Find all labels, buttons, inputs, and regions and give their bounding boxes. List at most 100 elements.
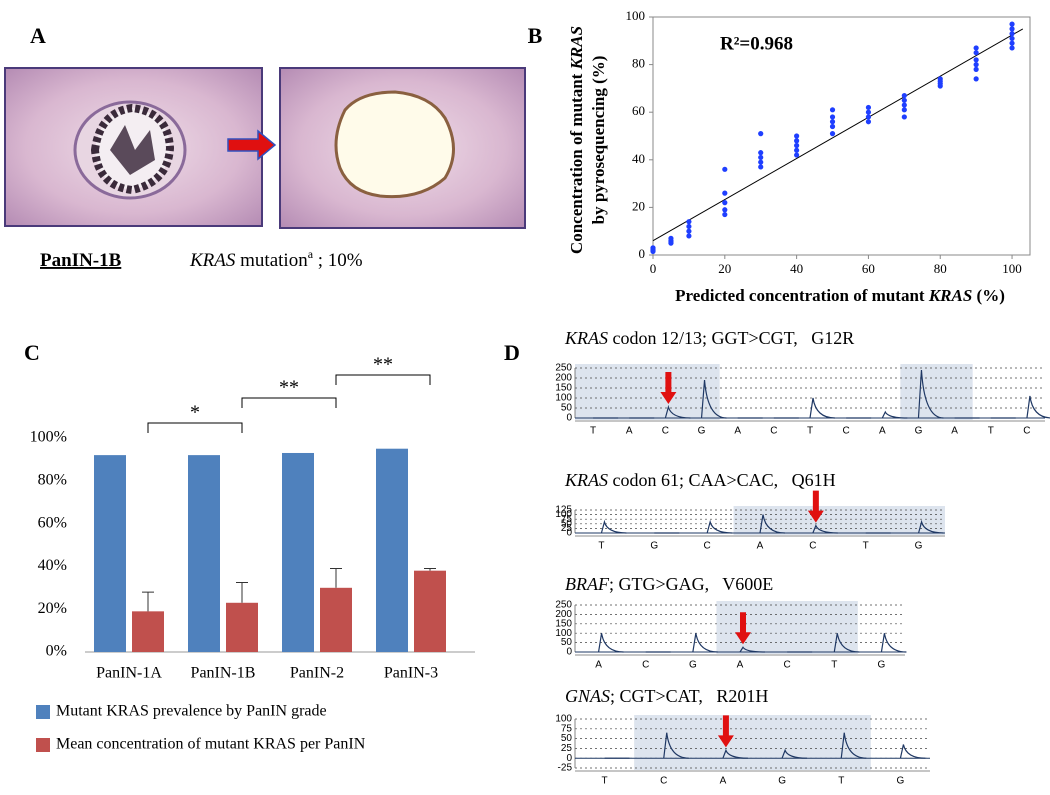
base-label: C: [770, 426, 777, 437]
base-label: T: [598, 541, 604, 552]
point: [758, 150, 764, 156]
gene: KRAS: [564, 328, 608, 348]
base-label: T: [838, 776, 844, 787]
significance-bracket: [147, 422, 243, 433]
peak: [722, 748, 748, 759]
caption: PanIN-1B: [40, 250, 122, 271]
y-tick-label: 40%: [38, 557, 67, 574]
base-label: G: [878, 660, 886, 671]
panel-label: B: [528, 23, 543, 48]
point: [1009, 26, 1015, 32]
y-tick-label: 75: [561, 514, 573, 525]
gene: BRAF: [565, 574, 610, 594]
base-label: T: [807, 426, 813, 437]
fit-line: [652, 28, 1024, 242]
base-label: C: [809, 541, 816, 552]
x-tick-label: 100: [1002, 261, 1022, 276]
x-tick-label: PanIN-1B: [191, 665, 256, 682]
point: [1009, 31, 1015, 37]
peak: [812, 524, 838, 534]
pyrogram-title: BRAF; GTG>GAG, V600E: [565, 574, 773, 594]
y-tick-label: 100: [555, 393, 572, 404]
bar: [188, 455, 220, 652]
panel-label: C: [24, 340, 40, 365]
peak: [881, 410, 908, 419]
bar: [376, 448, 408, 652]
y-tick-label: 80%: [38, 471, 67, 488]
significance-bracket: [241, 397, 337, 408]
point: [722, 166, 728, 172]
annotation: R²=0.968: [720, 33, 793, 54]
peak: [759, 514, 786, 534]
point: [901, 92, 907, 99]
highlight: [900, 364, 973, 420]
y-tick-label: 100: [555, 714, 572, 725]
y-tick-label: 60%: [38, 514, 67, 531]
point: [722, 190, 728, 196]
base-label: T: [988, 426, 994, 437]
base-label: C: [1023, 426, 1030, 437]
y-tick-label: 0: [566, 413, 572, 424]
significance-label: **: [279, 377, 299, 399]
legend-label: Mean concentration of mutant KRAS per Pa…: [56, 736, 366, 753]
y-axis-label-part: Concentration of mutant: [567, 69, 586, 254]
point: [722, 200, 728, 206]
point: [794, 142, 800, 149]
y-tick-label: 25: [561, 523, 573, 534]
point: [758, 131, 764, 137]
highlight: [634, 715, 871, 770]
base-label: T: [831, 660, 837, 671]
y-tick-label: 25: [561, 743, 573, 754]
legend-swatch: [36, 738, 50, 752]
y-tick-label: 200: [555, 609, 572, 620]
text: mutation: [235, 250, 308, 271]
point: [668, 235, 674, 241]
bar: [320, 587, 352, 652]
y-axis-label-part: KRAS: [567, 26, 586, 70]
base-label: T: [863, 541, 869, 552]
bar: [132, 611, 164, 652]
y-tick-label: 50: [561, 518, 573, 529]
base-label: C: [662, 426, 669, 437]
y-tick-label: 0: [566, 753, 572, 764]
point: [758, 154, 764, 161]
x-tick-label: 40: [790, 261, 803, 276]
gene: KRAS: [564, 470, 608, 490]
peak: [600, 519, 627, 534]
mutation: ; CGT>CAT, R201H: [610, 686, 768, 706]
peak: [664, 404, 691, 419]
y-axis-label: Concentration of mutant KRAS: [567, 26, 586, 254]
superscript: a: [308, 247, 314, 261]
peak: [840, 732, 867, 759]
base-label: G: [897, 776, 905, 787]
base-label: A: [595, 660, 602, 671]
base-label: A: [734, 426, 741, 437]
point: [829, 119, 836, 125]
base-label: G: [650, 541, 658, 552]
y-tick-label: 250: [555, 600, 572, 611]
peak: [917, 519, 944, 534]
x-tick-label: PanIN-1A: [96, 665, 162, 682]
x-axis-label-part: KRAS: [928, 286, 972, 305]
pyrogram-title: GNAS; CGT>CAT, R201H: [565, 686, 768, 706]
y-tick-label: 100: [626, 8, 646, 23]
base-label: T: [602, 776, 608, 787]
y-tick-label: 100: [555, 509, 572, 520]
base-label: C: [784, 660, 791, 671]
peak: [700, 379, 727, 419]
y-tick-label: 100%: [30, 429, 67, 446]
y-tick-label: 75: [561, 723, 573, 734]
plot-frame: [652, 16, 1031, 256]
base-label: G: [689, 660, 697, 671]
base-label: C: [843, 426, 850, 437]
result: ; 10%: [313, 250, 363, 271]
peak: [739, 646, 766, 653]
x-tick-label: 80: [934, 261, 947, 276]
y-tick-label: 150: [555, 383, 572, 394]
peak: [781, 748, 808, 759]
highlight: [733, 506, 945, 535]
base-label: G: [698, 426, 706, 437]
point: [973, 57, 979, 63]
x-tick-label: 60: [862, 261, 875, 276]
legend-swatch: [36, 705, 50, 719]
